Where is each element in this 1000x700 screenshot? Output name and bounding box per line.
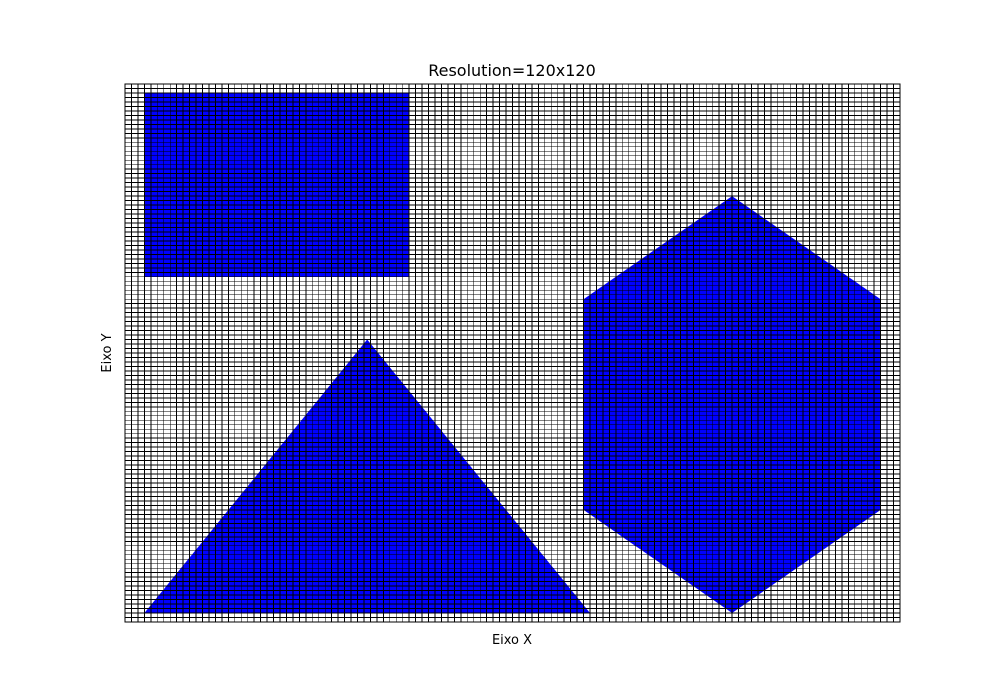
x-axis-label: Eixo X	[492, 633, 532, 648]
chart-title: Resolution=120x120	[428, 61, 596, 80]
plot-area	[124, 83, 901, 623]
rectangle-shape	[144, 92, 410, 277]
plot-frame	[124, 83, 901, 623]
grid-lines	[124, 83, 901, 623]
y-axis-label: Eixo Y	[100, 333, 115, 372]
triangle-shape	[144, 339, 590, 614]
